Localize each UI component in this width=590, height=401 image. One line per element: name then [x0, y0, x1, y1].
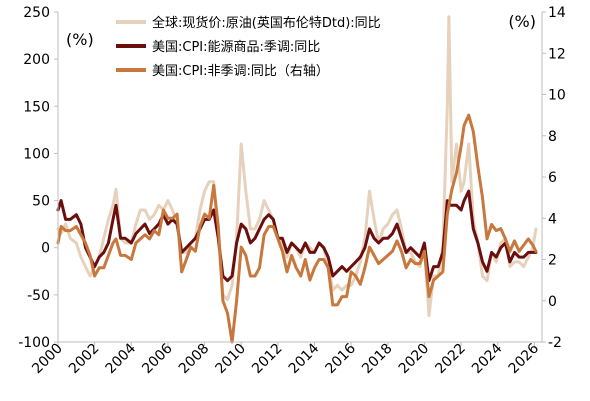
y-left-tick-label: -100: [18, 335, 50, 351]
y-left-tick-label: 50: [32, 194, 50, 210]
left-axis-unit: (%): [66, 30, 94, 49]
x-tick-label: 2016: [322, 340, 359, 377]
y-right-tick-label: 8: [548, 129, 557, 145]
y-right-tick-label: -2: [548, 335, 562, 351]
x-tick-label: 2008: [176, 341, 213, 378]
y-left-tick-label: 250: [23, 5, 50, 21]
x-tick-label: 2004: [103, 340, 140, 377]
x-tick-label: 2014: [286, 340, 323, 377]
y-right-tick-label: 12: [548, 46, 566, 62]
y-left-tick-label: 0: [41, 241, 50, 257]
x-tick-label: 2018: [359, 341, 396, 378]
x-tick-label: 2006: [139, 340, 176, 377]
y-right-tick-label: 14: [548, 5, 566, 21]
x-tick-label: 2010: [213, 341, 250, 378]
y-left-tick-label: 100: [23, 146, 50, 162]
y-right-tick-label: 4: [548, 211, 557, 227]
series-line-3: [56, 113, 538, 344]
x-tick-label: 2024: [469, 340, 506, 377]
legend-label-1: 全球:现货价:原油(英国布伦特Dtd):同比: [152, 15, 381, 31]
legend-label-3: 美国:CPI:非季调:同比（右轴）: [152, 64, 329, 79]
y-right-tick-label: 2: [548, 253, 557, 269]
x-tick-label: 2020: [396, 341, 433, 378]
series-line-2: [56, 189, 538, 283]
x-tick-label: 2002: [66, 341, 103, 378]
x-tick-label: 2022: [432, 341, 469, 378]
y-right-tick-label: 10: [548, 88, 566, 104]
x-tick-label: 2012: [249, 341, 286, 378]
right-axis-unit: (%): [508, 12, 536, 31]
legend-label-2: 美国:CPI:能源商品:季调:同比: [152, 40, 320, 55]
series-layer: [56, 15, 538, 344]
y-right-tick-label: 6: [548, 170, 557, 186]
y-left-tick-label: 150: [23, 99, 50, 115]
y-right-tick-label: 0: [548, 294, 557, 310]
legend: 全球:现货价:原油(英国布伦特Dtd):同比美国:CPI:能源商品:季调:同比美…: [116, 15, 381, 79]
x-tick-label: 2026: [506, 340, 543, 377]
y-left-tick-label: 200: [23, 52, 50, 68]
y-left-tick-label: -50: [27, 288, 50, 304]
